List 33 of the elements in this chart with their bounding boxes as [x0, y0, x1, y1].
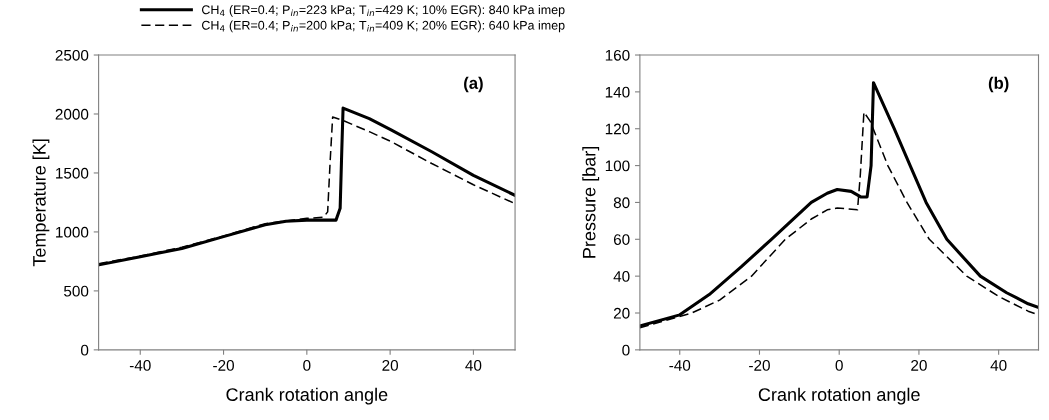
x-axis-title: Crank rotation angle: [226, 387, 388, 405]
x-tick-label: -20: [213, 359, 234, 371]
y-tick-label: 120: [605, 123, 630, 135]
y-tick-label: 140: [605, 86, 630, 98]
y-tick-label: 160: [605, 49, 630, 61]
y-tick-label: 2500: [55, 49, 89, 61]
y-tick-label: 500: [64, 285, 89, 297]
y-axis-title: Temperature [K]: [32, 139, 50, 267]
annotation: (b): [988, 76, 1009, 93]
y-tick-label: 2000: [55, 108, 89, 120]
y-tick-label: 100: [605, 160, 630, 172]
y-tick-label: 80: [613, 197, 630, 209]
x-tick-label: 20: [382, 359, 399, 371]
y-axis-title: Pressure [bar]: [582, 147, 600, 258]
x-tick-label: 40: [990, 359, 1007, 371]
x-tick-label: 40: [465, 359, 482, 371]
y-tick-label: 1500: [56, 167, 89, 179]
x-tick-label: 20: [911, 359, 927, 371]
y-tick-label: 20: [613, 307, 630, 319]
x-axis-title: Crank rotation angle: [758, 387, 920, 405]
x-tick-label: -40: [669, 359, 691, 371]
y-tick-label: 0: [622, 344, 630, 356]
y-tick-label: 1000: [56, 226, 89, 238]
x-tick-label: 0: [303, 359, 311, 371]
y-tick-label: 0: [80, 344, 89, 356]
legend-label: CH$_{4}$ (ER=0.4; P$_{in}$=223 kPa; T$_{in}$=429 K; 10% EGR): 840 kPa imep: [202, 5, 565, 17]
y-tick-label: 40: [613, 271, 630, 282]
x-tick-label: -20: [749, 359, 770, 371]
x-tick-label: -40: [129, 359, 151, 371]
y-tick-label: 60: [613, 234, 630, 245]
annotation: (a): [464, 76, 483, 93]
legend-label: CH$_{4}$ (ER=0.4; P$_{in}$=200 kPa; T$_{in}$=409 K; 20% EGR): 640 kPa imep: [202, 20, 565, 33]
x-tick-label: 0: [835, 359, 843, 371]
